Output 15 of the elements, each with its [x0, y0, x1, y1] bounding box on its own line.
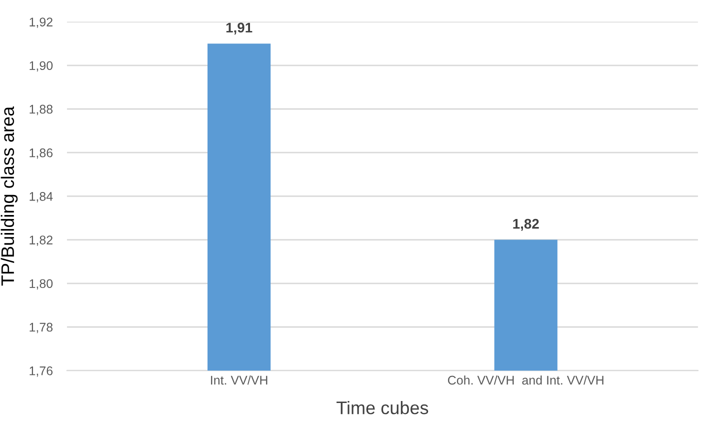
- y-tick-label: 1,92: [30, 18, 52, 28]
- y-axis-title: TP/Building class area: [0, 106, 18, 286]
- data-label: 1,91: [226, 22, 252, 35]
- data-label: 1,82: [513, 218, 539, 231]
- y-tick-label: 1,82: [30, 236, 52, 246]
- y-tick-label: 1,78: [30, 322, 53, 334]
- y-tick-label: 1,86: [30, 148, 53, 159]
- y-tick-label: 1,80: [30, 279, 53, 290]
- x-tick-label: Coh. VV/VH and Int. VV/VH: [448, 375, 604, 385]
- y-tick-label: 1,88: [30, 104, 53, 116]
- x-axis-title: Time cubes: [336, 401, 428, 414]
- y-tick-label: 1,90: [30, 61, 53, 72]
- y-tick-label: 1,84: [30, 192, 53, 202]
- x-tick-label: Int. VV/VH: [211, 375, 268, 385]
- y-tick-label: 1,76: [30, 366, 53, 377]
